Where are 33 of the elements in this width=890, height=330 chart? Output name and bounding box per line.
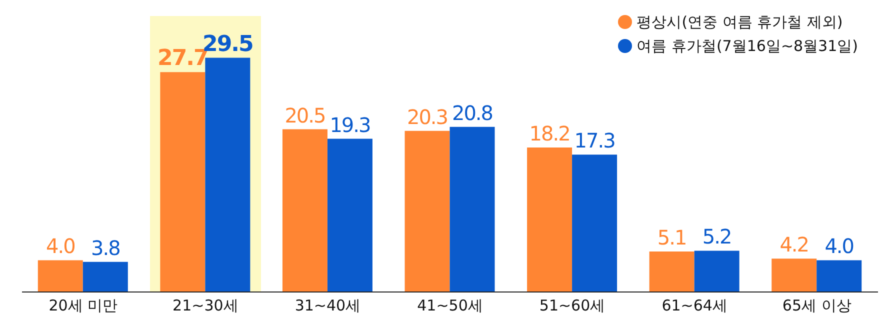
x-tick-label: 65세 이상 [782,296,852,315]
bar [282,129,328,292]
data-label: 20.5 [284,103,326,128]
data-label: 18.2 [529,122,570,146]
x-tick-label: 20세 미만 [48,296,118,315]
bar [450,126,495,292]
data-label: 5.2 [702,224,732,249]
bar [38,260,83,292]
bar [82,262,128,292]
data-label: 20.3 [406,104,448,129]
bar [694,250,740,292]
bar [404,130,450,292]
data-label: 4.0 [46,234,76,258]
data-label: 20.8 [452,100,493,125]
data-label: 17.3 [574,128,616,153]
x-tick-label: 61~64세 [662,296,728,315]
bar [572,154,618,292]
x-tick-label: 31~40세 [294,296,361,315]
x-tick-label: 41~50세 [417,296,483,315]
x-tick-label: 51~60세 [539,296,606,315]
bar [327,138,372,292]
data-label: 19.3 [330,112,371,137]
data-label: 3.8 [90,236,120,260]
bar [649,252,694,292]
x-tick-label: 21~30세 [172,296,238,315]
legend-label: 평상시(연중 여름 휴가철 제외) [636,12,843,33]
bar [527,148,572,292]
data-label: 5.1 [657,226,686,250]
bar [816,260,862,292]
legend-label: 여름 휴가철(7월16일~8월31일) [636,36,858,57]
data-label: 4.0 [824,234,854,258]
data-label: 4.2 [780,232,809,257]
bar [772,258,817,292]
